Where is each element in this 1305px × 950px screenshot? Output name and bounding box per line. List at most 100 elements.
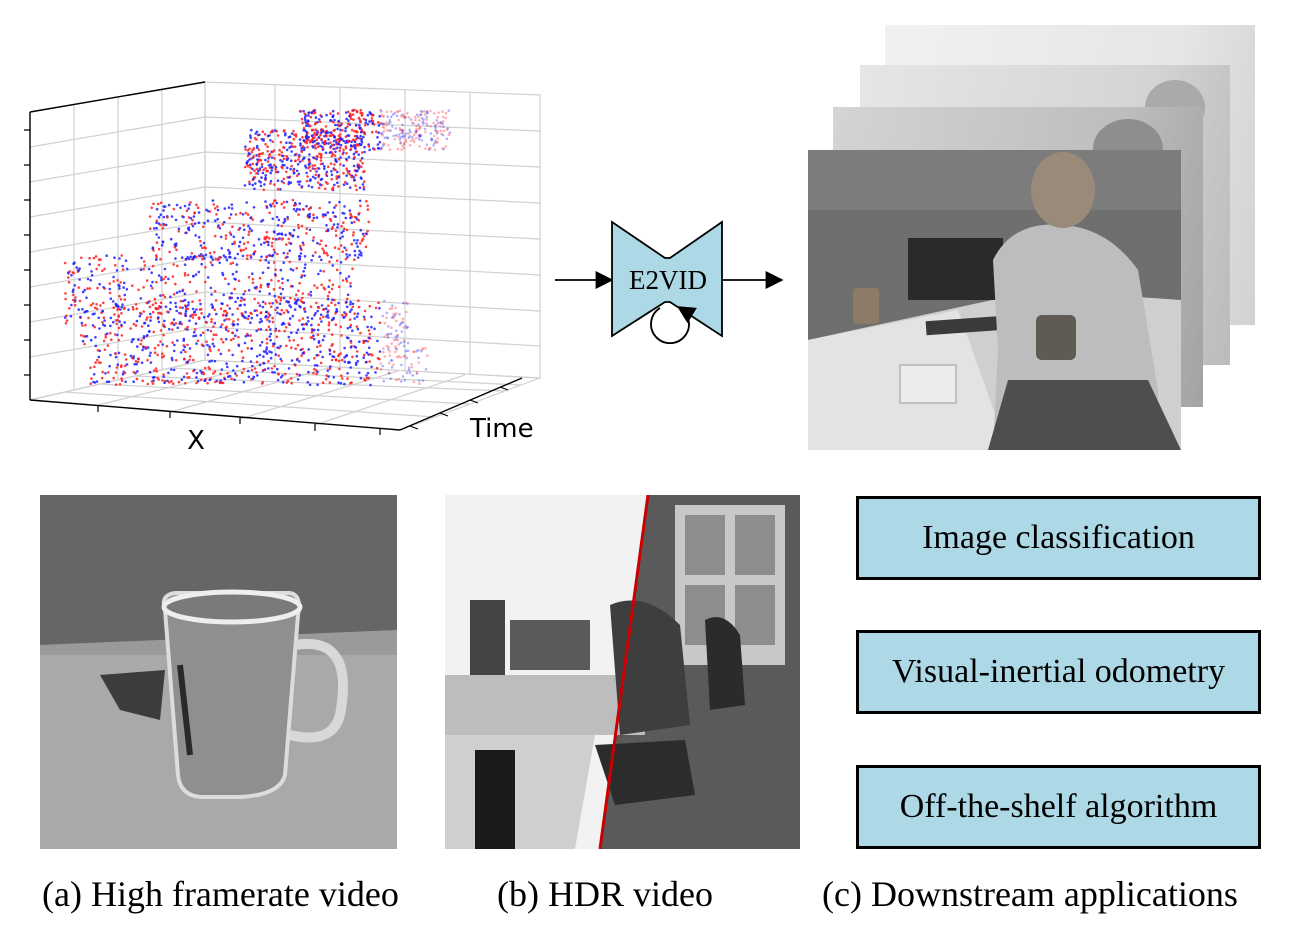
event-point <box>243 165 247 169</box>
event-point <box>153 376 156 379</box>
event-point <box>279 357 283 361</box>
event-point <box>276 187 280 191</box>
event-point <box>298 160 302 164</box>
event-point <box>189 201 192 204</box>
event-point <box>183 298 187 302</box>
event-point <box>234 372 237 375</box>
event-point <box>286 255 289 259</box>
event-point <box>119 298 123 301</box>
event-point <box>241 236 245 240</box>
event-point <box>315 372 318 376</box>
event-point <box>288 260 292 264</box>
event-point <box>325 224 328 227</box>
event-point <box>434 126 437 130</box>
event-point <box>136 360 140 364</box>
event-point <box>439 121 443 124</box>
event-point <box>312 111 316 115</box>
event-point <box>139 268 143 272</box>
event-point <box>261 305 265 309</box>
event-point <box>200 262 203 266</box>
event-point <box>113 313 116 316</box>
event-point <box>349 300 352 304</box>
event-point <box>347 360 351 364</box>
event-point <box>418 125 422 129</box>
event-point <box>297 226 301 230</box>
event-point <box>436 130 440 133</box>
event-point <box>334 158 337 161</box>
event-point <box>250 150 254 154</box>
event-point <box>209 329 213 333</box>
event-point <box>174 244 178 247</box>
event-point <box>199 254 203 258</box>
event-point <box>286 217 290 221</box>
event-point <box>394 347 398 350</box>
event-point <box>404 349 408 353</box>
event-point <box>324 125 328 128</box>
event-point <box>255 374 259 377</box>
event-point <box>246 317 250 321</box>
event-point <box>337 185 340 188</box>
event-point <box>212 345 216 348</box>
event-point <box>268 301 271 305</box>
event-point <box>355 354 359 358</box>
event-point <box>343 246 346 249</box>
event-point <box>294 364 297 367</box>
event-point <box>246 149 250 152</box>
event-point <box>300 354 303 357</box>
event-point <box>162 209 165 212</box>
event-point <box>155 233 158 236</box>
event-point <box>335 141 338 144</box>
event-point <box>98 282 101 286</box>
event-point <box>249 216 252 220</box>
event-point <box>349 346 353 349</box>
event-point <box>270 169 274 172</box>
event-point <box>366 123 370 126</box>
event-point <box>280 202 284 206</box>
event-point <box>420 110 424 114</box>
event-point <box>331 115 335 118</box>
event-point <box>167 371 170 375</box>
event-point <box>268 292 271 296</box>
event-point <box>337 285 341 289</box>
event-point <box>329 162 333 165</box>
event-point <box>112 275 115 279</box>
event-point <box>415 372 419 375</box>
event-point <box>206 276 210 279</box>
event-point <box>211 342 215 346</box>
event-point <box>352 152 356 156</box>
event-point <box>241 213 245 216</box>
event-point <box>160 278 163 282</box>
app-visual-inertial-odometry: Visual-inertial odometry <box>856 630 1261 714</box>
event-point <box>415 371 419 375</box>
event-point <box>102 323 105 327</box>
event-point <box>230 377 233 381</box>
event-point <box>296 378 300 381</box>
event-point <box>155 255 158 259</box>
event-point <box>282 157 286 161</box>
event-point <box>109 324 112 328</box>
event-point <box>278 232 281 235</box>
event-point <box>123 371 127 375</box>
event-point <box>314 177 317 180</box>
event-point <box>205 208 208 212</box>
event-point <box>274 308 277 312</box>
event-point <box>360 254 363 257</box>
event-point <box>394 345 397 348</box>
event-point <box>339 156 342 159</box>
event-point <box>366 113 370 117</box>
event-point <box>436 115 440 119</box>
event-point <box>203 280 207 284</box>
event-point <box>210 320 213 324</box>
event-point <box>213 370 217 373</box>
event-point <box>303 118 307 121</box>
event-point <box>398 127 402 130</box>
event-point <box>339 244 343 247</box>
event-point <box>326 310 329 314</box>
event-point <box>353 258 356 262</box>
event-point <box>221 302 224 306</box>
event-point <box>255 314 259 317</box>
event-point <box>339 143 343 147</box>
event-point <box>114 371 118 374</box>
event-point <box>295 372 299 376</box>
event-point <box>162 215 166 219</box>
